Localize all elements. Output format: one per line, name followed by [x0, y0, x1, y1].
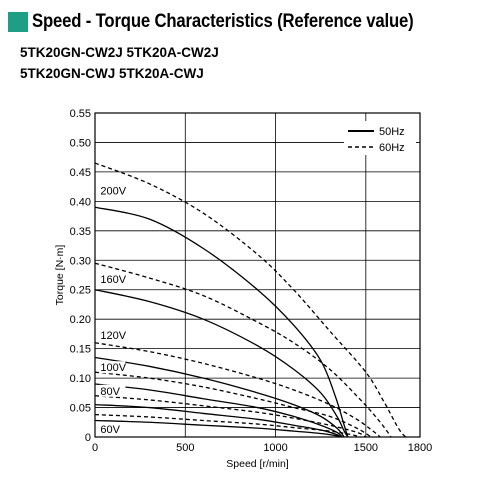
- y-tick-label: 0.45: [70, 167, 91, 179]
- title-accent-square: [8, 12, 28, 32]
- voltage-label: 100V: [100, 362, 126, 374]
- y-tick-label: 0.25: [70, 285, 91, 297]
- y-tick-labels: 0 0.05 0.10 0.15 0.20 0.25 0.30 0.35 0.40 0.45 0.5…: [70, 108, 91, 444]
- series-line-100v-60hz: [94, 371, 372, 438]
- x-tick-label: 1500: [354, 442, 378, 454]
- voltage-label: 200V: [100, 185, 126, 197]
- y-tick-label: 0.55: [70, 108, 91, 120]
- x-tick-labels: 0 500 1000 1500 1800: [92, 442, 432, 454]
- y-tick-label: 0.15: [70, 344, 91, 356]
- voltage-labels: 200V 160V 120V 100V 80V 60V: [99, 184, 127, 436]
- x-tick-label: 1000: [263, 442, 287, 454]
- y-tick-label: 0.30: [70, 255, 91, 267]
- series-line-80v-60hz: [94, 395, 367, 438]
- plot-frame: [94, 112, 421, 438]
- series-line-200v-50hz: [94, 206, 349, 438]
- model-line-2: 5TK20GN-CWJ 5TK20A-CWJ: [20, 66, 204, 81]
- voltage-label-bg: [99, 384, 126, 397]
- x-tick-label: 0: [92, 442, 98, 454]
- series-line-160v-50hz: [94, 289, 349, 438]
- x-tick-label: 1800: [408, 442, 432, 454]
- grid: [94, 112, 421, 438]
- voltage-label-bg: [99, 423, 126, 436]
- y-tick-label: 0.35: [70, 226, 91, 238]
- legend-label: 60Hz: [379, 142, 405, 154]
- legend-label: 50Hz: [379, 126, 405, 138]
- y-axis-label: Torque [N·m]: [54, 245, 66, 306]
- series-line-120v-50hz: [94, 356, 345, 438]
- x-tick-label: 500: [176, 442, 194, 454]
- y-tick-label: 0.05: [70, 403, 91, 415]
- y-tick-label: 0.50: [70, 137, 91, 149]
- voltage-label: 60V: [100, 424, 120, 436]
- legend-box: [344, 121, 416, 155]
- voltage-label: 160V: [100, 274, 126, 286]
- series-line-60v-50hz: [94, 419, 340, 438]
- page-title: Speed - Torque Characteristics (Referenc…: [32, 11, 414, 32]
- voltage-label-bg: [99, 272, 126, 285]
- voltage-label-bg: [99, 328, 126, 341]
- y-tick-label: 0.10: [70, 373, 91, 385]
- chart-header: Speed - Torque Characteristics (Referenc…: [8, 8, 466, 36]
- series-line-60v-60hz: [94, 413, 361, 438]
- series-lines: [94, 162, 407, 438]
- y-tick-label: 0.20: [70, 314, 91, 326]
- y-tick-label: 0.40: [70, 196, 91, 208]
- x-axis-label: Speed [r/min]: [226, 458, 289, 470]
- legend: 50Hz 60Hz: [344, 121, 416, 155]
- voltage-label-bg: [99, 184, 126, 197]
- series-line-80v-50hz: [94, 403, 341, 438]
- series-line-160v-60hz: [94, 262, 392, 438]
- voltage-label: 80V: [100, 386, 120, 398]
- model-line-1: 5TK20GN-CW2J 5TK20A-CW2J: [20, 45, 219, 60]
- voltage-label-bg: [99, 361, 126, 374]
- series-line-120v-60hz: [94, 342, 381, 438]
- y-tick-label: 0: [85, 432, 91, 444]
- series-line-200v-60hz: [94, 162, 407, 438]
- voltage-label: 120V: [100, 330, 126, 342]
